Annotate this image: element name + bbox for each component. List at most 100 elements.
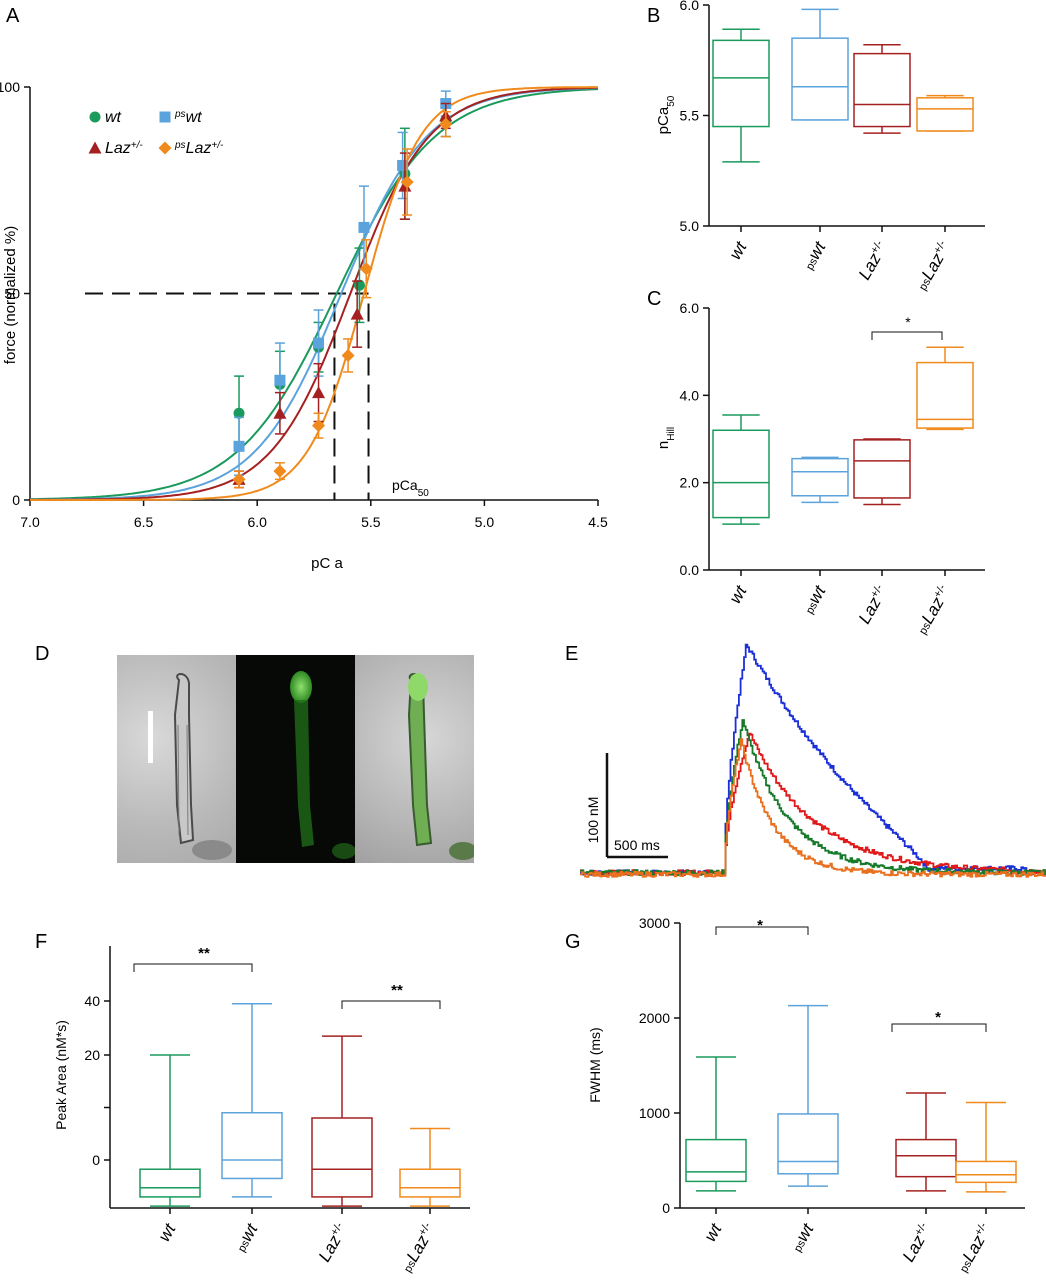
panel-f-y-tick-label: 20 [84, 1047, 100, 1063]
panel-b-box [712, 39, 770, 128]
merged-image [355, 655, 474, 863]
panel-g-y-tick-label: 2000 [639, 1010, 670, 1026]
fit-curve-3 [30, 86, 598, 501]
legend-label-laz: Laz+/- [105, 140, 143, 158]
panel-g-y-tick-label: 3000 [639, 915, 670, 931]
panel-a-x-tick-label: 6.5 [134, 514, 154, 530]
panel-c-category-label: Laz+/- [855, 582, 892, 627]
panel-b-category-label: wt [726, 237, 752, 262]
legend-marker-laz [88, 141, 102, 154]
panel-a-x-tick-label: 6.0 [247, 514, 267, 530]
panel-a-xlabel: pC a [311, 555, 343, 572]
panel-c-box [916, 361, 974, 429]
calcium-trace-orange [580, 738, 1046, 878]
panel-b-category-label: psLaz+/- [912, 238, 955, 293]
panel-g-sig-bracket-1 [715, 926, 809, 935]
panel-g-box [895, 1138, 957, 1178]
brightfield-fiber [148, 673, 232, 860]
panel-c-category-label: psLaz+/- [912, 582, 955, 637]
panel-label-f: F [35, 931, 47, 953]
panel-f-box [139, 1168, 201, 1198]
panel-f-y-tick-label: 0 [92, 1152, 100, 1168]
panel-a-pca50-annotation: pCa50 [392, 477, 429, 499]
panel-label-c: C [647, 288, 661, 310]
legend-label-ps_laz: psLaz+/- [174, 140, 224, 158]
panel-c-y-tick-label: 6.0 [680, 300, 700, 316]
panel-g-sig2: * [935, 1009, 941, 1026]
panel-g-sig1: * [757, 917, 763, 934]
panel-c: nHill * 0.0 2.0 4.0 6.0 wt pswt Laz+/- psLaz+/- [655, 300, 985, 637]
panel-g-category-label: psLaz+/- [953, 1220, 996, 1275]
data-point-psLaz+/- [312, 419, 326, 433]
panel-g-ylabel: FWHM (ms) [587, 1027, 603, 1102]
data-point-psWt [358, 221, 370, 233]
panel-a-y-tick-label: 0 [12, 492, 20, 508]
panel-f: Peak Area (nM*s) ** ** 0 20 40 wt pswt Laz+/-… [53, 945, 470, 1275]
legend-marker-wt [89, 111, 101, 123]
panel-g-box [955, 1160, 1017, 1184]
panel-c-box [853, 439, 911, 499]
data-point-Laz+/- [273, 406, 287, 419]
panel-c-category-label: pswt [799, 581, 830, 616]
panel-a-x-tick-label: 7.0 [20, 514, 40, 530]
panel-g-category-label: pswt [787, 1219, 818, 1254]
panel-d-microscopy [117, 655, 474, 863]
panel-g-box [685, 1138, 747, 1183]
panel-f-sig1: ** [198, 945, 210, 962]
data-point-psLaz+/- [341, 348, 355, 362]
panel-a-ylabel: force (normalized %) [2, 226, 19, 364]
panel-f-category-label: psLaz+/- [397, 1220, 440, 1275]
panel-a-y-tick-label: 50 [4, 286, 20, 302]
calcium-trace-red [580, 732, 1046, 877]
panel-f-ylabel: Peak Area (nM*s) [53, 1020, 69, 1130]
panel-g-box [777, 1113, 839, 1175]
panel-a-x-tick-label: 5.5 [361, 514, 381, 530]
panel-a-x-tick-label: 5.0 [475, 514, 495, 530]
panel-a: force (normalized %) pC a pCa50 7.0 6.5 6.… [0, 79, 608, 572]
panel-g-y-tick-label: 1000 [639, 1105, 670, 1121]
data-point-psLaz+/- [439, 117, 453, 131]
data-point-psLaz+/- [400, 175, 414, 189]
panel-label-b: B [647, 5, 660, 27]
data-point-psWt [233, 440, 245, 452]
panel-b-category-label: Laz+/- [855, 238, 892, 283]
panel-b-y-tick-label: 5.0 [680, 218, 700, 234]
data-point-psWt [397, 159, 409, 171]
panel-b-box [791, 37, 849, 121]
fit-curve-2 [30, 86, 598, 501]
panel-c-y-tick-label: 4.0 [680, 387, 700, 403]
panel-f-box [399, 1168, 461, 1198]
panel-g: FWHM (ms) * * 0 1000 2000 3000 wt pswt Laz+/- p… [587, 915, 1025, 1275]
panel-e: 100 nM 500 ms [580, 643, 1046, 878]
legend-marker-ps_laz [158, 141, 172, 155]
panel-b: pCa50 5.0 5.5 6.0 wt pswt Laz+/- psLaz+/- [655, 0, 985, 293]
legend-label-wt: wt [105, 109, 122, 126]
panel-f-box [311, 1117, 373, 1198]
data-point-psLaz+/- [359, 262, 373, 276]
panel-f-sig-bracket-2 [341, 1000, 441, 1009]
panel-e-scale-y-label: 100 nM [585, 797, 601, 844]
data-point-Laz+/- [350, 307, 364, 320]
panel-f-sig-bracket-1 [133, 963, 253, 972]
data-point-wt [233, 407, 245, 419]
legend-marker-ps_wt [159, 111, 171, 123]
panel-a-x-tick-label: 4.5 [588, 514, 608, 530]
panel-c-y-tick-label: 0.0 [680, 562, 700, 578]
fluorescence-image [236, 655, 355, 863]
panel-b-ylabel: pCa50 [655, 95, 677, 134]
panel-f-box [221, 1112, 283, 1180]
panel-label-e: E [565, 643, 578, 665]
merged-fiber [407, 673, 474, 860]
panel-label-d: D [35, 643, 49, 665]
panel-g-y-tick-label: 0 [662, 1200, 670, 1216]
panel-b-y-tick-label: 5.5 [680, 108, 700, 124]
scale-bar [148, 711, 153, 763]
panel-f-category-label: Laz+/- [315, 1220, 352, 1265]
legend-label-ps_wt: pswt [174, 109, 202, 127]
panel-b-box [853, 52, 911, 128]
calcium-trace-green [580, 719, 1046, 876]
data-point-psLaz+/- [273, 464, 287, 478]
panel-c-box [712, 429, 770, 519]
panel-c-box [791, 457, 849, 497]
